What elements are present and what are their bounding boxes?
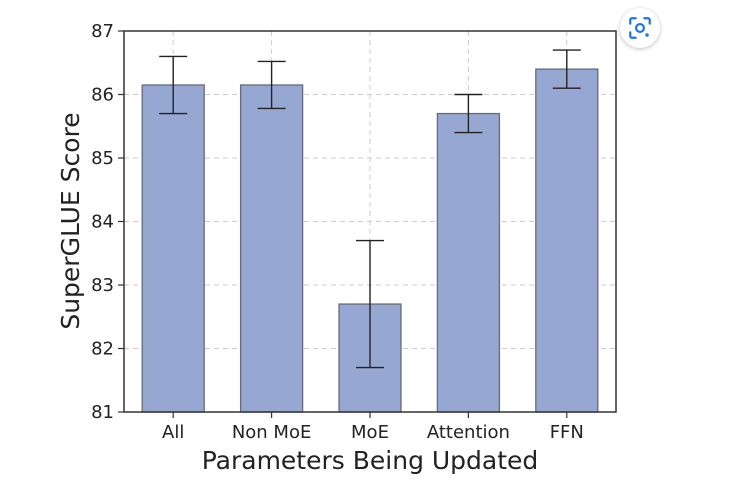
y-tick-label: 85	[91, 148, 114, 169]
y-tick-label: 82	[91, 339, 114, 360]
y-axis-title: SuperGLUE Score	[56, 112, 85, 329]
x-tick-label: Attention	[427, 422, 510, 443]
y-tick-label: 83	[91, 275, 114, 296]
x-axis-title: Parameters Being Updated	[202, 446, 539, 475]
error-bars	[159, 49, 581, 369]
x-tick-label: MoE	[351, 422, 389, 443]
lens-search-icon	[629, 17, 651, 39]
y-ticks: 81 82 83 84 85 86 87	[91, 21, 124, 423]
y-tick-label: 81	[91, 402, 114, 423]
lens-search-button[interactable]	[620, 8, 660, 48]
bar-attention	[436, 112, 501, 413]
y-tick-label: 86	[91, 85, 114, 106]
bar-all	[141, 84, 205, 413]
x-tick-label: All	[162, 422, 184, 443]
x-ticks: All Non MoE MoE Attention FFN	[162, 412, 584, 443]
y-tick-label: 87	[91, 21, 114, 42]
bar-non-moe	[239, 84, 304, 413]
x-tick-label: FFN	[550, 422, 584, 443]
bar-ffn	[535, 68, 599, 413]
x-tick-label: Non MoE	[232, 422, 312, 443]
y-tick-label: 84	[91, 212, 114, 233]
